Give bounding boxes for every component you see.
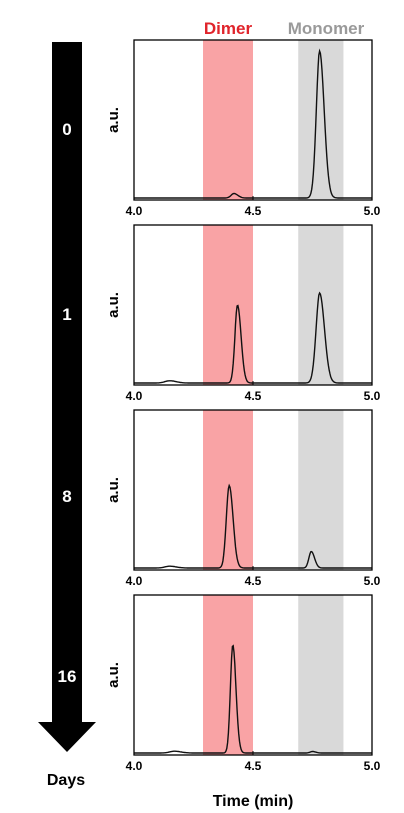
x-tick-label: 5.0: [364, 389, 381, 403]
y-axis-label: a.u.: [105, 662, 122, 688]
x-tick-label: 5.0: [364, 204, 381, 218]
x-tick-label: 4.0: [126, 204, 143, 218]
x-tick-label: 4.0: [126, 759, 143, 773]
x-tick-label: 4.0: [126, 574, 143, 588]
y-axis-label: a.u.: [105, 477, 122, 503]
monomer-band: [298, 410, 344, 570]
dimer-band: [203, 40, 253, 200]
x-tick-label: 4.5: [245, 759, 262, 773]
day-label: 1: [62, 305, 71, 324]
x-tick-label: 4.5: [245, 389, 262, 403]
y-axis-label: a.u.: [105, 107, 122, 133]
chart-panels: 4.0 4.5 5.0 a.u. 0 4.0 4.5 5.0 a.u. 1 4.0 4.5 5.0 a.u…: [58, 39, 381, 773]
dimer-band: [203, 225, 253, 385]
x-tick-label: 4.5: [245, 204, 262, 218]
x-tick-label: 4.5: [245, 574, 262, 588]
monomer-band: [298, 595, 344, 755]
day-label: 0: [62, 120, 71, 139]
legend-dimer-label: Dimer: [204, 19, 253, 38]
y-axis-label: a.u.: [105, 292, 122, 318]
monomer-band: [298, 40, 344, 200]
timeline-arrow: [38, 42, 96, 752]
day-label: 16: [58, 667, 77, 686]
x-tick-label: 4.0: [126, 389, 143, 403]
x-tick-label: 5.0: [364, 574, 381, 588]
day-label: 8: [62, 487, 71, 506]
x-tick-label: 5.0: [364, 759, 381, 773]
legend-monomer-label: Monomer: [288, 19, 365, 38]
monomer-band: [298, 225, 344, 385]
days-label: Days: [47, 772, 85, 789]
x-axis-label: Time (min): [213, 793, 294, 810]
